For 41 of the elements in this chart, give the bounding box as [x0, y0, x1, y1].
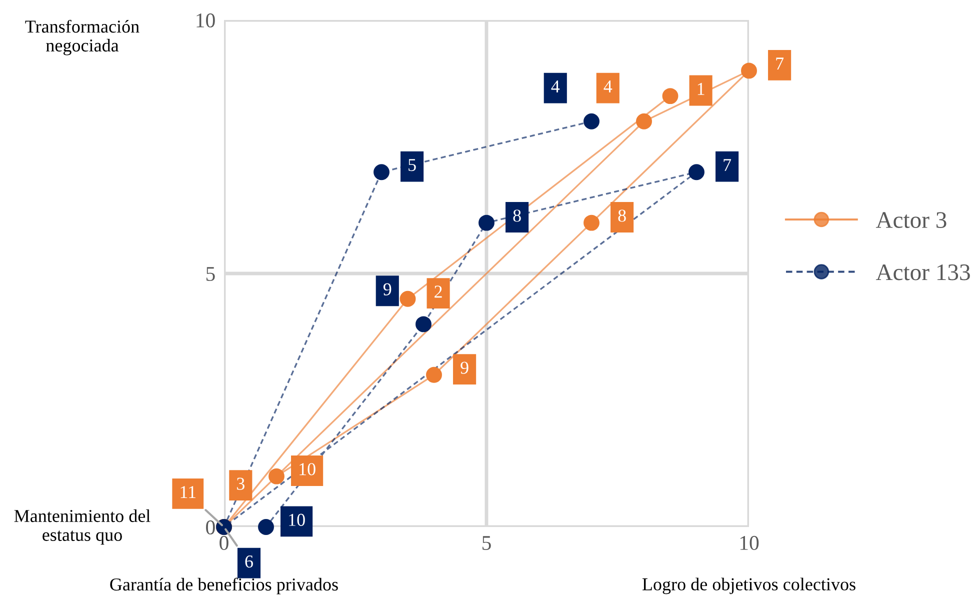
- text: Transformación negociada: [25, 20, 140, 56]
- point: [741, 62, 757, 79]
- point: [688, 164, 704, 180]
- annotation: 4: [551, 80, 560, 92]
- annotation: 8: [618, 210, 626, 222]
- annotation: 7: [776, 58, 784, 70]
- text: Logro de objetivos colectivos: [642, 578, 856, 594]
- legend-label: Actor 3: [876, 212, 946, 228]
- point: [426, 366, 442, 383]
- point: [258, 519, 274, 535]
- point: [478, 214, 494, 231]
- annotation: 4: [604, 80, 612, 92]
- x-tick-label: 5: [482, 536, 491, 550]
- annotation: 10: [289, 514, 305, 526]
- point: [268, 468, 284, 484]
- annotation: 10: [300, 463, 316, 476]
- annotation: 7: [724, 159, 732, 171]
- x-tick-label: 10: [740, 536, 759, 550]
- point: [584, 113, 600, 130]
- annotation: 8: [513, 210, 521, 222]
- annotation: 3: [237, 478, 244, 490]
- point: [584, 214, 600, 231]
- x-tick-label: 0: [220, 536, 228, 550]
- annotation: 9: [383, 283, 392, 296]
- annotation: 1: [698, 82, 704, 95]
- annotation: 6: [245, 555, 253, 568]
- legend-label: Actor 133: [876, 264, 970, 280]
- point: [400, 290, 416, 307]
- point: [416, 316, 432, 332]
- y-tick-label: 0: [206, 520, 215, 534]
- point: [636, 113, 652, 130]
- text: Garantía de beneficios privados: [110, 578, 338, 594]
- y-tick-label: 10: [196, 13, 215, 28]
- text: Mantenimiento del estatus quo: [14, 509, 150, 545]
- annotation: 2: [434, 286, 442, 298]
- point: [662, 88, 678, 104]
- annotation: 5: [408, 159, 416, 172]
- point: [374, 164, 390, 180]
- annotation: 9: [460, 362, 468, 374]
- annotation: 11: [180, 486, 196, 498]
- y-tick-label: 5: [206, 267, 215, 281]
